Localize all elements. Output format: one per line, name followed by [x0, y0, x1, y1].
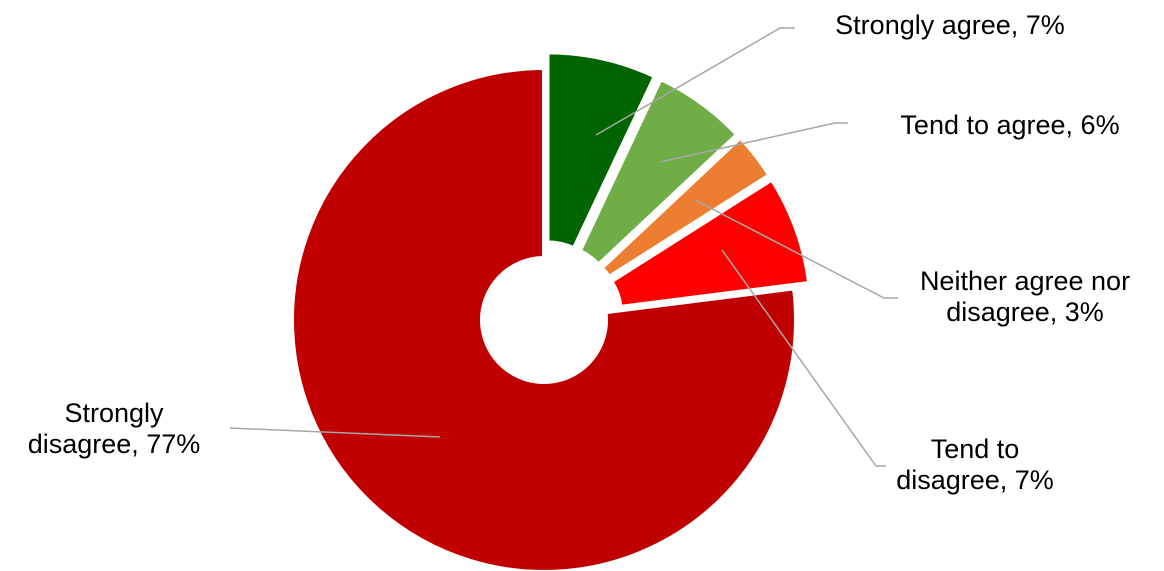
- slice-strongly-disagree: [290, 66, 798, 571]
- slice-tend-to-agree: [577, 77, 740, 267]
- leader-line-tend-to-disagree: [721, 249, 886, 467]
- slice-label-strongly-disagree: Strongly disagree, 77%: [27, 398, 201, 459]
- slice-label-neither: Neither agree nor disagree, 3%: [919, 266, 1131, 327]
- leader-line-strongly-disagree: [229, 427, 441, 438]
- leader-line-neither-agree-nor-disagree: [694, 199, 898, 299]
- slice-label-tend-to-disagree: Tend to disagree, 7%: [896, 434, 1054, 495]
- slice-neither-agree-nor-disagree: [599, 135, 772, 279]
- slice-label-strongly-agree: Strongly agree, 7%: [835, 10, 1065, 40]
- leader-line-tend-to-agree: [659, 122, 848, 163]
- slice-tend-to-disagree: [609, 177, 812, 309]
- slice-strongly-agree: [545, 50, 657, 251]
- leader-line-strongly-agree: [595, 27, 795, 136]
- slice-label-tend-to-agree: Tend to agree, 6%: [900, 110, 1120, 140]
